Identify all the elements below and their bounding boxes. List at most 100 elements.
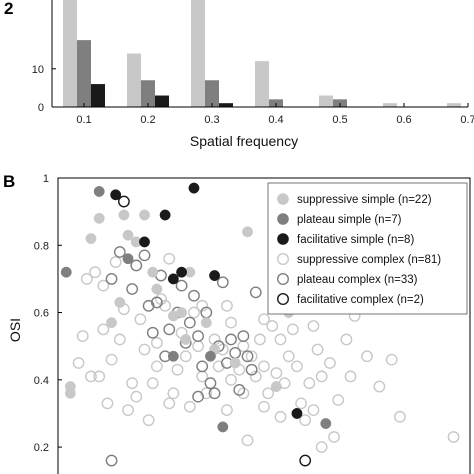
point-s0-13	[176, 307, 188, 318]
point-s3-39	[274, 410, 287, 423]
x-tick-label: 0.5	[332, 114, 347, 126]
y-tick-label: 0.6	[34, 308, 49, 320]
point-s0-11	[151, 283, 163, 295]
point-s3-51	[332, 394, 345, 406]
bar-0.2-s1	[141, 80, 155, 107]
panel-b-label: B	[3, 172, 15, 191]
point-s4-27	[249, 286, 262, 299]
point-s4-10	[175, 279, 188, 292]
point-s2-1	[159, 209, 171, 221]
point-s4-22	[229, 347, 242, 359]
x-axis-label: Spatial frequency	[190, 133, 298, 149]
point-s4-28	[138, 249, 151, 262]
point-s3-5	[101, 397, 114, 410]
open-circle-icon	[277, 252, 290, 265]
point-s3-49	[315, 370, 328, 383]
histogram-panel: 2 0 10 0.1 0.2 0.3 0.4 0.5 0.6 0.7 Spatial frequ…	[4, 0, 474, 149]
point-s4-14	[192, 330, 204, 342]
point-s3-38	[270, 367, 283, 379]
point-s3-46	[303, 377, 316, 390]
point-s3-37	[266, 320, 279, 332]
point-s4-12	[183, 316, 196, 329]
x-tick-label: 0.2	[140, 114, 155, 126]
bar-0.5-s0	[319, 95, 333, 107]
point-s4-0	[105, 273, 118, 285]
point-s3-21	[192, 340, 204, 353]
point-s3-53	[344, 370, 357, 383]
point-s4-25	[241, 350, 254, 363]
bar-0.2-s2	[155, 95, 169, 107]
point-s3-42	[286, 323, 299, 336]
bars-group	[63, 0, 461, 107]
point-s3-52	[340, 333, 353, 346]
point-s3-1	[76, 330, 89, 342]
point-s3-20	[188, 306, 200, 319]
bar-0.3-s0	[191, 0, 205, 107]
point-s0-2	[85, 233, 97, 244]
point-s2-2	[188, 182, 200, 194]
bar-0.1-s1	[77, 40, 91, 107]
point-s3-2	[85, 370, 97, 383]
point-s3-14	[150, 336, 163, 349]
point-s4-3	[130, 259, 143, 272]
bar-0.6-s0	[383, 103, 397, 107]
point-s3-8	[122, 404, 134, 416]
point-s0-1	[64, 381, 76, 392]
point-s3-57	[385, 353, 398, 366]
point-s3-3	[93, 370, 106, 383]
bar-0.7-s0	[447, 103, 461, 107]
point-s0-4	[106, 317, 118, 329]
open-circle-icon	[277, 293, 290, 306]
legend-label-1: plateau simple (n=7)	[297, 214, 402, 226]
y-axis-label: OSI	[7, 318, 23, 342]
point-s4-30	[208, 387, 221, 400]
point-s3-70	[274, 333, 287, 346]
point-s0-7	[122, 229, 134, 241]
point-s2-5	[167, 273, 179, 285]
point-s3-62	[155, 293, 167, 305]
point-s0-9	[139, 209, 150, 221]
point-s3-75	[225, 373, 237, 386]
scatter-points	[60, 182, 460, 467]
point-s3-68	[196, 299, 209, 312]
point-s3-31	[241, 434, 254, 447]
y-tick-label: 0.2	[34, 442, 49, 454]
histogram-axes: 0 10 0.1 0.2 0.3 0.4 0.5 0.6 0.7	[32, 0, 474, 126]
point-s3-41	[282, 350, 295, 363]
point-s0-6	[118, 209, 130, 221]
point-s3-78	[258, 400, 270, 413]
point-s4-8	[163, 323, 176, 336]
filled-circle-icon	[277, 213, 289, 225]
point-s4-1	[113, 246, 126, 258]
point-s0-3	[93, 212, 105, 224]
point-s4-2	[126, 283, 139, 295]
point-s2-6	[209, 270, 221, 281]
point-s3-19	[183, 400, 196, 413]
bar-0.1-s0	[63, 0, 77, 107]
point-s3-71	[307, 404, 320, 416]
point-s1-6	[320, 418, 332, 429]
legend-label-4: plateau complex (n=33)	[297, 274, 418, 286]
point-s3-77	[167, 387, 180, 400]
point-s3-9	[126, 377, 139, 390]
point-s0-14	[180, 334, 192, 345]
point-s3-4	[97, 323, 110, 336]
point-s3-80	[447, 431, 460, 443]
scatter-axes: 0.2 0.4 0.6 0.8 1	[34, 173, 471, 474]
y-tick-label: 0	[38, 102, 44, 114]
point-s3-47	[307, 320, 320, 332]
point-s3-12	[142, 414, 155, 427]
point-s0-5	[114, 297, 126, 308]
point-s4-24	[237, 330, 250, 342]
point-s4-19	[216, 276, 229, 289]
point-s0-15	[200, 317, 212, 329]
point-s3-55	[361, 350, 373, 363]
point-s3-74	[179, 350, 192, 363]
point-s1-2	[122, 253, 134, 265]
point-s4-17	[204, 377, 217, 390]
y-tick-label: 0.4	[34, 375, 49, 387]
x-tick-label: 0.7	[460, 114, 474, 126]
point-s3-45	[299, 414, 312, 427]
point-s3-43	[291, 360, 303, 373]
